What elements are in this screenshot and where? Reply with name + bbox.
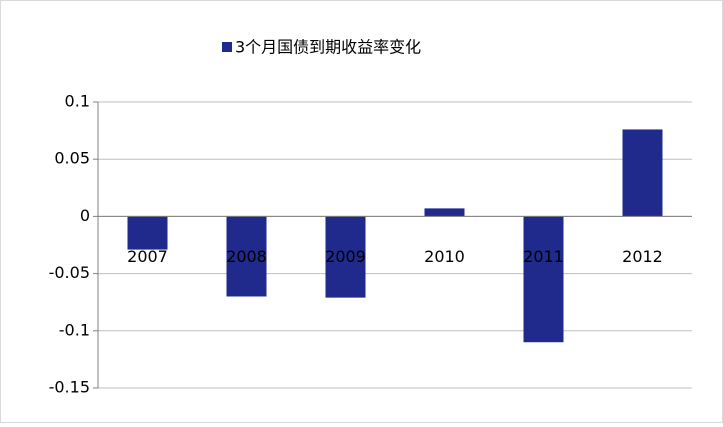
y-tick-label: 0 <box>80 206 90 225</box>
x-tick-label: 2011 <box>523 247 564 266</box>
bar <box>325 216 366 298</box>
bar <box>523 216 564 343</box>
bar <box>226 216 267 297</box>
bar <box>127 216 168 250</box>
bar <box>424 208 465 217</box>
y-tick-label: -0.1 <box>59 320 90 339</box>
y-tick-label: 0.05 <box>54 149 90 168</box>
x-tick-label: 2010 <box>424 247 465 266</box>
x-tick-label: 2009 <box>325 247 366 266</box>
y-tick-label: -0.05 <box>49 263 90 282</box>
y-tick-label: -0.15 <box>49 378 90 397</box>
bar <box>622 129 663 217</box>
x-tick-label: 2012 <box>622 247 663 266</box>
legend-label: 3个月国债到期收益率变化 <box>235 38 421 57</box>
x-tick-label: 2007 <box>127 247 168 266</box>
y-tick-label: 0.1 <box>65 92 90 111</box>
legend-swatch <box>222 42 232 52</box>
x-tick-label: 2008 <box>226 247 267 266</box>
